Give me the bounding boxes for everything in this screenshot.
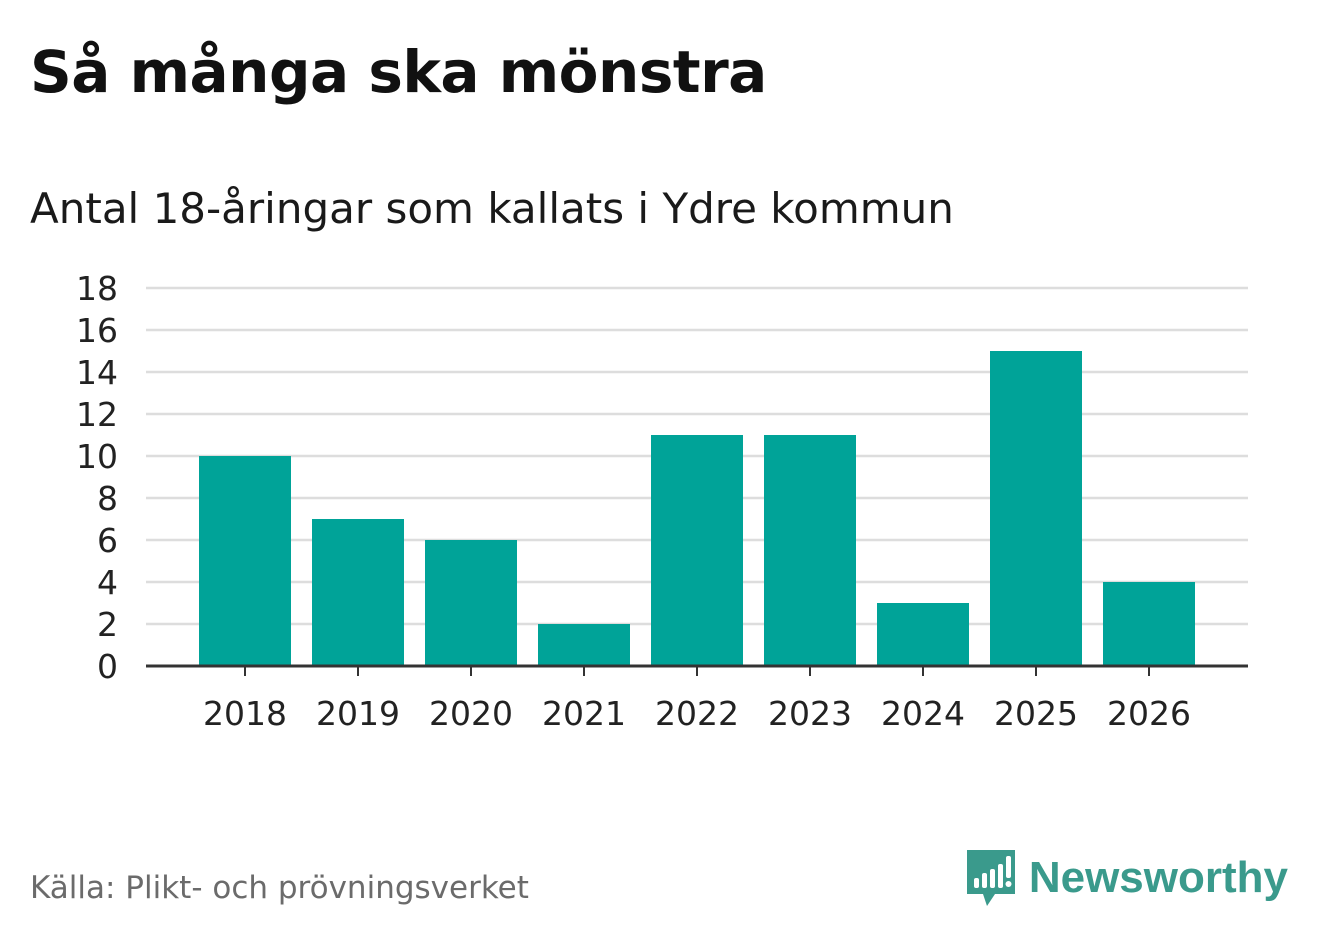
- y-tick-label: 4: [97, 563, 118, 602]
- x-tick-label: 2024: [881, 694, 965, 733]
- y-tick-label: 10: [76, 437, 118, 476]
- x-tick-label: 2022: [655, 694, 739, 733]
- bar-2018: [199, 456, 291, 666]
- chart-title: Så många ska mönstra: [30, 38, 767, 106]
- y-tick-label: 16: [76, 311, 118, 350]
- newsworthy-logo-icon: [966, 850, 1015, 906]
- bars: [199, 351, 1195, 666]
- brand-name: Newsworthy: [1028, 853, 1288, 902]
- bar-2020: [425, 540, 517, 666]
- x-tick-label: 2025: [994, 694, 1078, 733]
- source-note: Källa: Plikt- och prövningsverket: [30, 870, 529, 906]
- bar-2019: [312, 519, 404, 666]
- bar-2025: [990, 351, 1082, 666]
- x-tick-label: 2020: [429, 694, 513, 733]
- y-tick-label: 12: [76, 395, 118, 434]
- x-tick-label: 2026: [1107, 694, 1191, 733]
- y-tick-label: 2: [97, 605, 118, 644]
- y-tick-label: 8: [97, 479, 118, 518]
- x-tick-label: 2021: [542, 694, 626, 733]
- bar-2021: [538, 624, 630, 666]
- y-tick-label: 18: [76, 269, 118, 308]
- x-tick-label: 2023: [768, 694, 852, 733]
- chart-subtitle: Antal 18-åringar som kallats i Ydre komm…: [30, 184, 954, 233]
- bar-2023: [764, 435, 856, 666]
- x-tick-label: 2019: [316, 694, 400, 733]
- bar-2026: [1103, 582, 1195, 666]
- brand-logo[interactable]: Newsworthy: [965, 848, 1288, 908]
- y-tick-label: 6: [97, 521, 118, 560]
- y-tick-label: 0: [97, 647, 118, 686]
- bar-2024: [877, 603, 969, 666]
- bar-2022: [651, 435, 743, 666]
- x-axis-ticks: 2018 2019 2020 2021 2022 2023 2024 2025 2026: [203, 666, 1191, 733]
- x-tick-label: 2018: [203, 694, 287, 733]
- y-tick-label: 14: [76, 353, 118, 392]
